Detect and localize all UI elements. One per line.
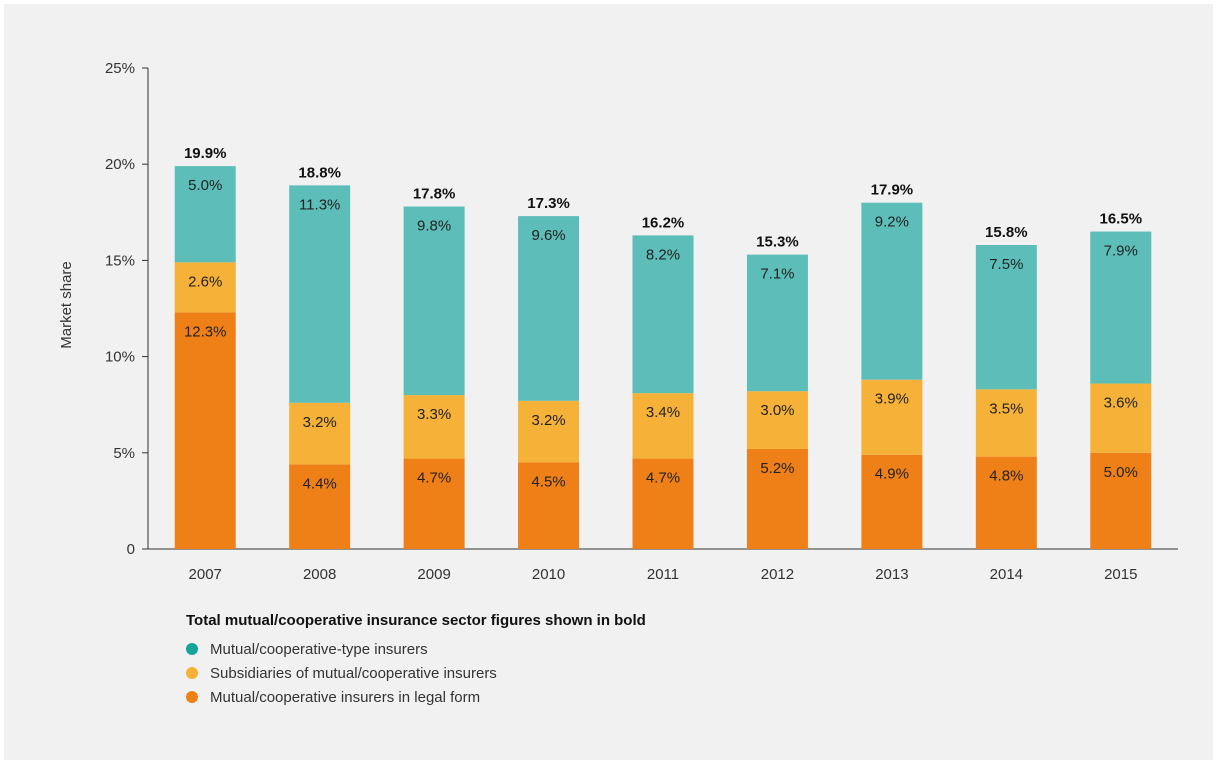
bar-segment <box>403 458 465 549</box>
segment-label: 4.7% <box>646 470 680 487</box>
bar-segment <box>403 395 465 459</box>
y-tick-label: 15% <box>105 252 135 269</box>
bar-segment <box>632 235 694 394</box>
segment-label: 3.2% <box>531 412 565 429</box>
segment-label: 3.3% <box>417 406 451 423</box>
y-tick-label: 20% <box>105 156 135 173</box>
bar-segment <box>861 454 923 549</box>
bars <box>174 166 1152 549</box>
y-tick-label: 10% <box>105 349 135 366</box>
segment-label: 3.6% <box>1104 395 1138 412</box>
legend-item-label: Subsidiaries of mutual/cooperative insur… <box>210 664 497 682</box>
legend-title: Total mutual/cooperative insurance secto… <box>186 612 646 629</box>
segment-label: 3.9% <box>875 391 909 408</box>
bar-segment <box>746 254 808 392</box>
segment-label: 3.0% <box>760 402 794 419</box>
total-label: 17.9% <box>871 182 914 199</box>
segment-label: 5.0% <box>1104 464 1138 481</box>
legend-item-mutual-type: Mutual/cooperative-type insurers <box>186 637 646 661</box>
segment-label: 4.5% <box>531 473 565 490</box>
bar-segment <box>746 448 808 549</box>
segment-label: 12.3% <box>184 323 227 340</box>
legend-dot-icon <box>186 667 198 679</box>
x-tick-label: 2013 <box>875 566 908 583</box>
segment-label: 2.6% <box>188 273 222 290</box>
bar-segment <box>746 391 808 449</box>
data-labels: 12.3% 2.6% 5.0% 19.9% 4.4% 3.2% 11.3% 18.8% 4.7%… <box>184 145 1142 492</box>
bar-segment <box>632 458 694 549</box>
segment-label: 3.5% <box>989 400 1023 417</box>
x-axis: 2007 2008 2009 2010 2011 2012 2013 2014 2015 <box>148 548 1178 583</box>
x-tick-label: 2011 <box>647 566 679 583</box>
bar-segment <box>1090 452 1152 549</box>
segment-label: 4.7% <box>417 470 451 487</box>
segment-label: 4.4% <box>303 475 337 492</box>
legend-dot-icon <box>186 643 198 655</box>
segment-label: 5.2% <box>760 460 794 477</box>
segment-label: 8.2% <box>646 246 680 263</box>
bar-segment <box>1090 383 1152 453</box>
total-label: 18.8% <box>298 164 341 181</box>
bar-segment <box>861 202 923 380</box>
segment-label: 9.8% <box>417 218 451 235</box>
segment-label: 9.2% <box>875 214 909 231</box>
bar-segment <box>403 206 465 396</box>
bar-segment <box>174 262 236 313</box>
y-tick-label: 5% <box>113 445 135 462</box>
legend-dot-icon <box>186 691 198 703</box>
total-label: 15.8% <box>985 224 1028 241</box>
total-label: 16.2% <box>642 214 685 231</box>
bar-segment <box>975 456 1037 549</box>
bar-segment <box>518 462 580 549</box>
segment-label: 4.8% <box>989 468 1023 485</box>
bar-segment <box>518 216 580 401</box>
segment-label: 7.9% <box>1104 243 1138 260</box>
legend-item-label: Mutual/cooperative-type insurers <box>210 640 428 658</box>
y-axis-label: Market share <box>58 261 75 349</box>
segment-label: 7.1% <box>760 266 794 283</box>
bar-segment <box>632 393 694 459</box>
x-tick-label: 2010 <box>532 566 565 583</box>
segment-label: 11.3% <box>299 196 340 213</box>
total-label: 17.8% <box>413 186 456 203</box>
bar-segment <box>174 166 236 263</box>
total-label: 17.3% <box>527 195 570 212</box>
bar-segment <box>289 402 351 465</box>
x-tick-label: 2012 <box>761 566 794 583</box>
x-tick-label: 2014 <box>990 566 1023 583</box>
bar-segment <box>861 379 923 455</box>
segment-label: 3.2% <box>303 414 337 431</box>
bar-segment <box>975 389 1037 457</box>
segment-label: 7.5% <box>989 256 1023 273</box>
total-label: 15.3% <box>756 234 799 251</box>
y-axis: 0 5% 10% 15% 20% 25% <box>105 60 149 558</box>
legend-item-legal-form: Mutual/cooperative insurers in legal for… <box>186 685 646 709</box>
segment-label: 4.9% <box>875 466 909 483</box>
bar-segment <box>289 185 351 403</box>
segment-label: 9.6% <box>531 227 565 244</box>
y-tick-label: 0 <box>127 541 135 558</box>
total-label: 19.9% <box>184 145 227 162</box>
bar-segment <box>975 245 1037 390</box>
legend-item-label: Mutual/cooperative insurers in legal for… <box>210 688 481 706</box>
bar-segment <box>289 464 351 549</box>
x-tick-label: 2007 <box>189 566 222 583</box>
bar-segment <box>174 312 236 549</box>
segment-label: 5.0% <box>188 177 222 194</box>
legend: Total mutual/cooperative insurance secto… <box>186 612 646 709</box>
bar-segment <box>518 400 580 463</box>
segment-label: 3.4% <box>646 404 680 421</box>
x-tick-label: 2015 <box>1104 566 1137 583</box>
bar-segment <box>1090 231 1152 384</box>
x-tick-label: 2008 <box>303 566 336 583</box>
y-tick-label: 25% <box>105 60 135 77</box>
x-tick-label: 2009 <box>417 566 450 583</box>
total-label: 16.5% <box>1100 211 1143 228</box>
legend-item-subsidiaries: Subsidiaries of mutual/cooperative insur… <box>186 661 646 685</box>
